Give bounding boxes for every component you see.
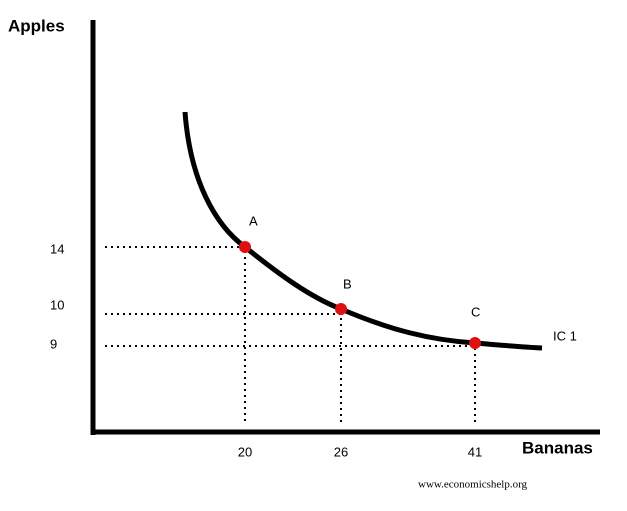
- guide-a: [105, 246, 246, 422]
- y-value-label: 9: [50, 336, 57, 351]
- point-label: B: [343, 276, 352, 291]
- x-value-label: 41: [468, 444, 482, 459]
- x-value-label: 20: [238, 444, 252, 459]
- indifference-curve: [182, 111, 543, 351]
- point-c: [469, 337, 481, 349]
- guide-c: [105, 345, 476, 422]
- guide-b: [105, 313, 342, 422]
- watermark: www.economicshelp.org: [418, 479, 528, 491]
- y-value-label: 10: [50, 297, 64, 312]
- y-axis-label: Apples: [8, 16, 65, 35]
- point-label: C: [471, 304, 480, 319]
- point-label: A: [249, 213, 258, 228]
- point-b: [335, 303, 347, 315]
- point-a: [239, 241, 251, 253]
- curve-label: IC 1: [553, 328, 577, 343]
- x-axis-label: Bananas: [522, 438, 593, 457]
- x-value-label: 26: [334, 444, 348, 459]
- y-value-label: 14: [50, 241, 64, 256]
